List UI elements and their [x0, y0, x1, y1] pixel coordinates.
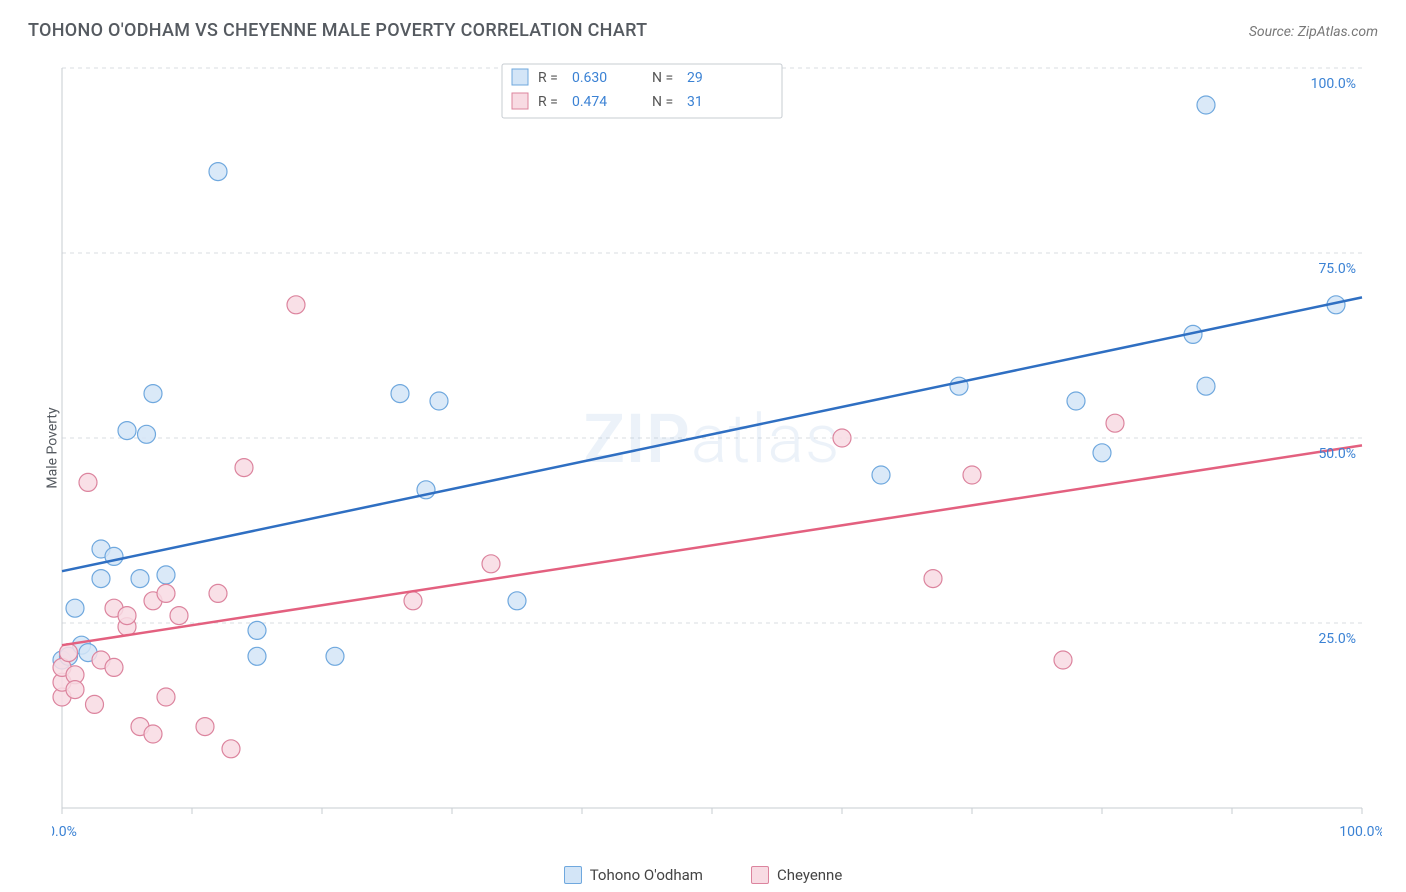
svg-text:0.0%: 0.0% — [52, 824, 77, 838]
svg-text:N =: N = — [652, 70, 673, 86]
svg-text:0.630: 0.630 — [572, 70, 607, 86]
legend-item-cheyenne: Cheyenne — [751, 866, 842, 884]
svg-text:100.0%: 100.0% — [1339, 824, 1382, 838]
svg-text:R =: R = — [538, 70, 558, 86]
y-axis-label: Male Poverty — [45, 407, 61, 488]
bottom-legend: Tohono O'odham Cheyenne — [0, 866, 1406, 884]
legend-swatch-tohono — [564, 866, 582, 884]
svg-text:ZIPatlas: ZIPatlas — [584, 399, 841, 479]
svg-text:100.0%: 100.0% — [1311, 76, 1356, 92]
svg-text:R =: R = — [538, 94, 558, 110]
svg-text:N =: N = — [652, 94, 673, 110]
legend-item-tohono: Tohono O'odham — [564, 866, 703, 884]
chart-title: TOHONO O'ODHAM VS CHEYENNE MALE POVERTY … — [28, 20, 647, 41]
svg-text:50.0%: 50.0% — [1318, 446, 1356, 462]
scatter-chart: ZIPatlas 25.0% 50.0% 75.0% 100.0% 0.0% 100.0% R… — [52, 58, 1382, 838]
svg-text:25.0%: 25.0% — [1318, 631, 1356, 647]
source-attribution: Source: ZipAtlas.com — [1249, 24, 1378, 40]
svg-text:75.0%: 75.0% — [1318, 261, 1356, 277]
legend-swatch-cheyenne — [751, 866, 769, 884]
svg-text:0.474: 0.474 — [572, 94, 607, 110]
svg-text:29: 29 — [687, 70, 703, 86]
legend-label-tohono: Tohono O'odham — [590, 866, 703, 884]
legend-label-cheyenne: Cheyenne — [777, 866, 842, 884]
chart-container: Male Poverty ZIPatlas25.0%50.0%75.0%100.… — [52, 58, 1382, 838]
svg-text:31: 31 — [687, 94, 703, 110]
